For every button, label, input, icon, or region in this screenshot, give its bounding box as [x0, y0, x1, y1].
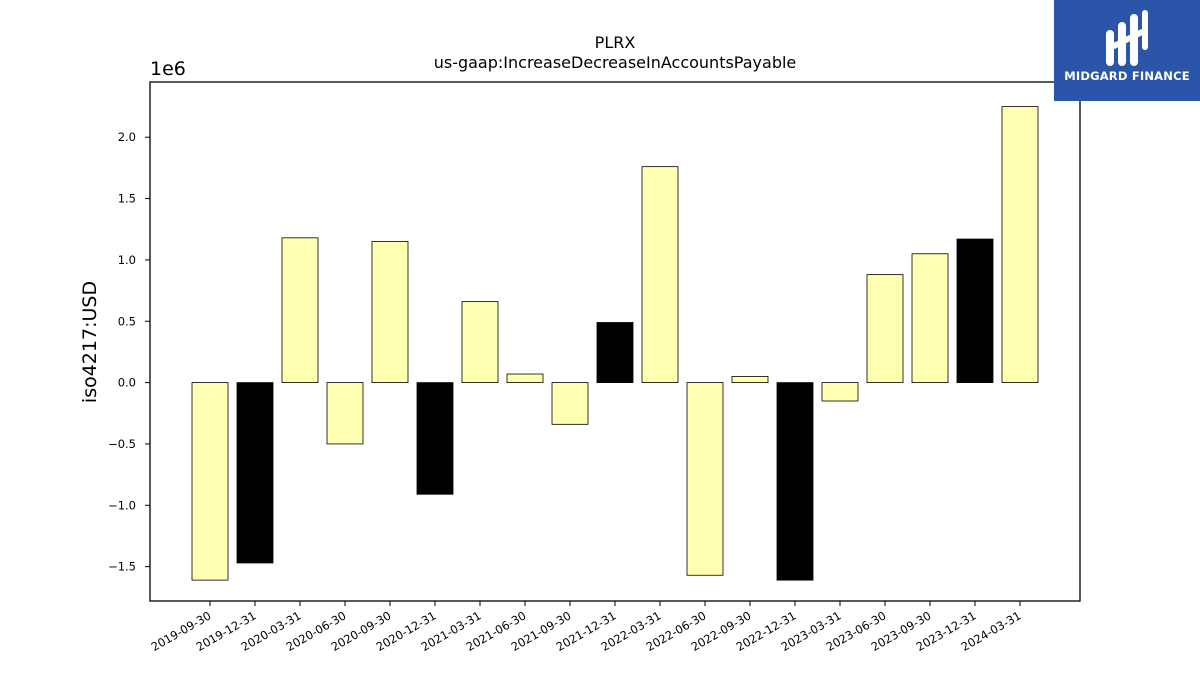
y-ticks-group: −1.5 −1.0 −0.5 0.0 0.5 1.0 1.5 2.0: [108, 130, 150, 574]
logo-mark-icon: [1106, 10, 1148, 66]
y-tick-label: 1.0: [118, 253, 136, 267]
bar-2020-12-31: [416, 382, 454, 495]
bar-2023-09-30: [911, 253, 949, 384]
bar-2021-06-30: [506, 373, 544, 384]
y-tick-label: 0.5: [118, 314, 136, 328]
y-scale-label: 1e6: [150, 58, 186, 80]
bar-2020-06-30: [326, 382, 364, 445]
midgard-finance-logo: MIDGARD FINANCE: [1054, 0, 1200, 101]
x-ticks-group: 2019-09-302019-12-312020-03-312020-06-30…: [149, 601, 1024, 654]
bar-2019-09-30: [191, 382, 229, 581]
bar-2023-03-31: [821, 382, 859, 402]
bar-2023-12-31: [956, 238, 994, 384]
y-tick-label: 2.0: [118, 130, 136, 144]
y-tick-label: −0.5: [108, 437, 136, 451]
bar-2023-06-30: [866, 274, 904, 384]
bar-2022-09-30: [731, 376, 769, 384]
y-tick-label: −1.5: [108, 560, 136, 574]
bar-2024-03-31: [1001, 106, 1039, 384]
plot-frame: [149, 81, 1081, 602]
bar-2022-06-30: [686, 382, 724, 576]
bar-2022-03-31: [641, 166, 679, 384]
bar-2020-03-31: [281, 237, 319, 384]
chart-subtitle: us-gaap:IncreaseDecreaseInAccountsPayabl…: [434, 53, 797, 72]
bar-2020-09-30: [371, 241, 409, 384]
logo-text: MIDGARD FINANCE: [1064, 69, 1190, 83]
y-tick-label: 1.5: [118, 192, 136, 206]
bar-2021-12-31: [596, 322, 634, 384]
bar-2022-12-31: [776, 382, 814, 581]
chart-title: PLRX: [595, 33, 636, 52]
y-tick-label: 0.0: [118, 376, 136, 390]
bar-2021-03-31: [461, 301, 499, 384]
bar-2021-09-30: [551, 382, 589, 425]
y-axis-label: iso4217:USD: [79, 281, 101, 403]
bars-group: [191, 106, 1039, 581]
y-tick-label: −1.0: [108, 498, 136, 512]
bar-2019-12-31: [236, 382, 274, 564]
